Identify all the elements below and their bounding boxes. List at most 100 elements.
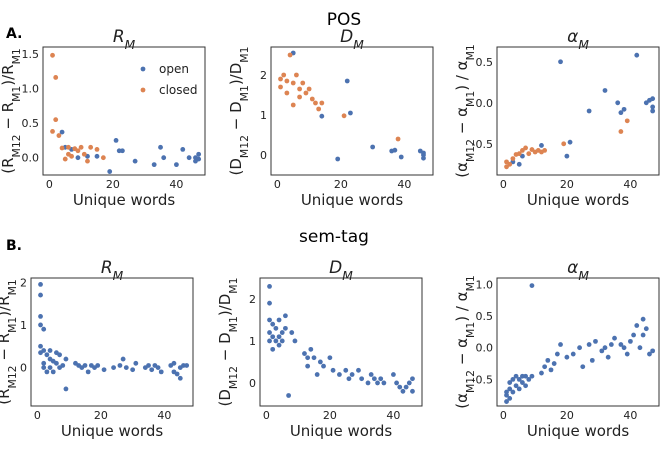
data-point-series bbox=[270, 346, 276, 352]
data-point-series bbox=[548, 367, 554, 373]
panel-title: αM bbox=[567, 27, 589, 52]
data-point-series bbox=[305, 355, 311, 361]
data-point-series bbox=[359, 376, 365, 382]
y-tick-label: 1 bbox=[20, 319, 27, 332]
data-point-series bbox=[602, 345, 608, 351]
data-point-series bbox=[621, 345, 627, 351]
data-point-series bbox=[63, 356, 69, 362]
y-tick-label: 0 bbox=[249, 377, 256, 390]
data-point-series bbox=[279, 330, 285, 335]
data-point-closed bbox=[297, 94, 302, 100]
data-point-series bbox=[545, 357, 551, 363]
data-point-closed bbox=[297, 86, 302, 92]
data-point-closed bbox=[290, 102, 296, 108]
row-b-title: sem-tag bbox=[299, 227, 369, 247]
data-point-open bbox=[161, 155, 167, 161]
data-point-open bbox=[186, 155, 192, 161]
data-point-open bbox=[348, 110, 353, 116]
y-tick-label: -0.5 bbox=[472, 373, 493, 386]
data-point-series bbox=[120, 356, 126, 362]
data-point-series bbox=[283, 325, 288, 331]
data-point-closed bbox=[53, 117, 59, 123]
data-point-open bbox=[180, 147, 186, 152]
data-point-series bbox=[513, 383, 519, 389]
data-point-closed bbox=[284, 78, 290, 84]
data-point-series bbox=[618, 342, 624, 347]
x-tick-label: 40 bbox=[169, 178, 183, 191]
data-point-open bbox=[344, 78, 350, 84]
panel-b3: αM 0 20 40 -0.5 0.0 0.5 1.0 Unique words (αM12 − … bbox=[453, 258, 660, 440]
y-tick-label: 2 bbox=[260, 69, 267, 82]
data-point-series bbox=[174, 371, 180, 377]
data-point-series bbox=[308, 346, 314, 352]
data-point-series bbox=[133, 360, 139, 366]
data-point-open bbox=[174, 162, 179, 168]
data-point-series bbox=[406, 380, 412, 386]
data-point-closed bbox=[507, 161, 513, 167]
data-point-series bbox=[507, 380, 513, 385]
data-point-series bbox=[44, 352, 50, 358]
x-axis-label: Unique words bbox=[73, 191, 176, 209]
data-point-open bbox=[59, 129, 65, 135]
data-point-series bbox=[640, 316, 646, 322]
data-point-closed bbox=[303, 90, 309, 96]
data-point-open bbox=[602, 88, 608, 93]
data-point-open bbox=[132, 158, 138, 164]
data-point-series bbox=[283, 313, 288, 319]
data-point-series bbox=[305, 363, 311, 369]
data-point-series bbox=[504, 399, 509, 404]
y-tick-label: 2 bbox=[20, 276, 27, 289]
data-point-series bbox=[589, 357, 595, 363]
data-point-closed bbox=[81, 151, 87, 157]
data-point-series bbox=[507, 386, 513, 392]
data-point-closed bbox=[62, 156, 68, 162]
y-tick-label: 0.0 bbox=[476, 342, 494, 355]
y-tick-label: 0 bbox=[260, 149, 267, 162]
panel-a3: αM 0 20 40 -0.5 0.0 0.5 Unique words (αM12 − αM1… bbox=[453, 27, 660, 209]
y-axis-label: (DM12 − DM1)/DM1 bbox=[216, 278, 240, 407]
data-point-series bbox=[637, 345, 643, 351]
data-point-series bbox=[605, 354, 611, 360]
data-point-series bbox=[631, 332, 636, 338]
panel-a2: DM 0 20 40 0 1 2 Unique words (DM12 − DM1)/DM1 bbox=[227, 27, 434, 209]
y-axis-label: (αM12 − αM1) / αM1 bbox=[453, 275, 477, 409]
panel-a1: RM 0 20 40 0.0 0.5 1.0 1.5 Unique words (RM12 − R… bbox=[0, 27, 206, 209]
data-point-series bbox=[95, 363, 101, 368]
legend-marker-open bbox=[140, 66, 146, 72]
data-point-open bbox=[113, 138, 119, 143]
y-tick-label: 0.5 bbox=[476, 310, 494, 323]
data-point-series bbox=[346, 376, 352, 382]
x-axis-label: Unique words bbox=[290, 422, 393, 440]
data-point-closed bbox=[561, 141, 567, 147]
panel-title: DM bbox=[329, 258, 353, 283]
data-point-series bbox=[516, 386, 522, 392]
data-point-series bbox=[63, 386, 69, 392]
data-point-closed bbox=[56, 133, 62, 138]
x-tick-label: 40 bbox=[397, 178, 411, 191]
data-point-closed bbox=[88, 144, 94, 150]
data-point-series bbox=[44, 369, 50, 375]
data-point-closed bbox=[290, 80, 296, 86]
x-tick-label: 0 bbox=[500, 178, 507, 191]
data-point-closed bbox=[94, 147, 100, 152]
x-tick-label: 20 bbox=[334, 178, 348, 191]
data-point-series bbox=[564, 354, 570, 360]
data-point-open bbox=[621, 106, 627, 112]
data-point-closed bbox=[75, 148, 81, 154]
data-point-series bbox=[577, 345, 582, 351]
data-point-series bbox=[276, 317, 282, 323]
data-point-series bbox=[54, 360, 59, 366]
data-point-closed bbox=[341, 113, 347, 119]
data-point-series bbox=[273, 338, 279, 344]
data-point-series bbox=[130, 367, 136, 373]
data-point-series bbox=[643, 326, 649, 332]
data-point-series bbox=[504, 389, 509, 395]
x-tick-label: 20 bbox=[560, 409, 574, 422]
data-point-series bbox=[327, 355, 333, 361]
x-tick-label: 0 bbox=[263, 409, 270, 422]
data-point-open bbox=[564, 153, 570, 159]
data-point-closed bbox=[618, 129, 624, 134]
data-point-closed bbox=[66, 144, 71, 150]
data-point-series bbox=[356, 367, 361, 373]
data-point-series bbox=[184, 363, 190, 368]
